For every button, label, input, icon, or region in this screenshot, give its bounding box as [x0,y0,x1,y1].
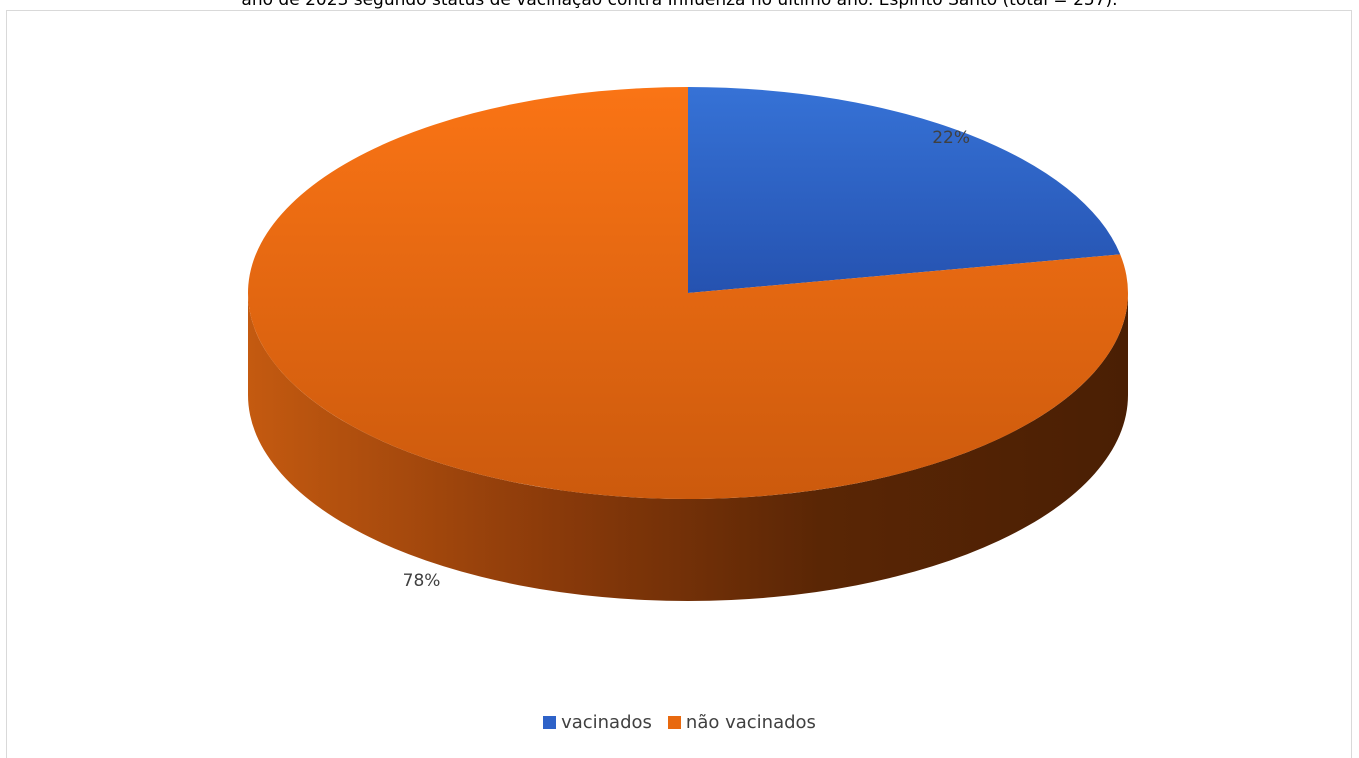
pie-slice-não-vacinados [248,87,1129,500]
data-label-não-vacinados: 78% [403,571,441,591]
legend-item-não-vacinados: não vacinados [667,712,816,733]
legend-label: vacinados [561,712,652,733]
legend-label: não vacinados [685,712,816,733]
pie-side-wall [248,293,1128,601]
data-label-vacinados: 22% [932,128,970,148]
legend-item-vacinados: vacinados [543,712,652,733]
chart-caption: ano de 2023 segundo status de vacinação … [241,0,1118,10]
pie-slice-vacinados [688,87,1121,293]
legend: vacinados não vacinados [0,712,1359,733]
legend-swatch [543,716,557,729]
chart-frame [6,10,1352,758]
legend-swatch [667,716,681,729]
